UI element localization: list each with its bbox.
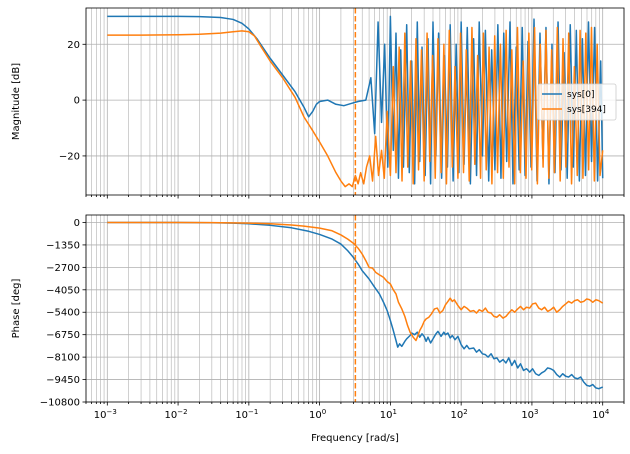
- phase-axes-frame: [85, 214, 625, 403]
- magnitude-line-sys0: [107, 15, 604, 185]
- magnitude-y-tick-label: 20: [67, 40, 80, 51]
- magnitude-series: [107, 8, 604, 195]
- phase-panel: 0 −1350 −2700 −4050 −5400 −6750 −8100 −9450 −108…: [11, 214, 625, 444]
- magnitude-y-axis-label: Magnitude [dB]: [11, 63, 22, 140]
- phase-y-tick-label: −4050: [46, 285, 80, 296]
- magnitude-y-tick-label: −20: [59, 151, 80, 162]
- phase-line-sys0: [107, 221, 603, 390]
- phase-x-ticks: 10−3 10−2 10−1 100 101 102 103 104: [85, 402, 625, 421]
- magnitude-frame: [85, 7, 625, 196]
- phase-x-tick-label: 10−2: [165, 408, 188, 421]
- phase-y-ticks: 0 −1350 −2700 −4050 −5400 −6750 −8100 −9450 −108…: [40, 218, 86, 409]
- phase-y-axis-label: Phase [deg]: [11, 279, 22, 339]
- phase-x-tick-label: 101: [380, 408, 397, 421]
- phase-frame: [85, 214, 625, 403]
- phase-y-tick-label: −1350: [46, 240, 80, 251]
- magnitude-y-ticks: −20 0 20: [59, 40, 86, 162]
- phase-x-tick-label: 10−1: [235, 408, 258, 421]
- phase-x-tick-label: 10−3: [94, 408, 117, 421]
- phase-y-tick-label: 0: [74, 218, 80, 229]
- magnitude-axes-frame: [85, 7, 625, 196]
- legend-label-sys394: sys[394]: [567, 105, 606, 115]
- phase-x-tick-label: 104: [592, 408, 610, 421]
- phase-y-tick-label: −9450: [46, 375, 80, 386]
- phase-y-tick-label: −2700: [46, 263, 80, 274]
- phase-y-tick-label: −5400: [46, 308, 80, 319]
- phase-y-tick-label: −10800: [40, 398, 80, 409]
- phase-y-tick-label: −6750: [46, 330, 80, 341]
- phase-x-tick-label: 102: [451, 408, 468, 421]
- phase-x-tick-label: 103: [521, 408, 538, 421]
- magnitude-line-sys394: [107, 26, 604, 188]
- legend-label-sys0: sys[0]: [567, 90, 594, 100]
- magnitude-y-tick-label: 0: [74, 96, 80, 107]
- legend-box: [537, 83, 617, 121]
- phase-line-sys394: [107, 221, 604, 342]
- phase-grid: [85, 215, 625, 403]
- phase-series: [107, 215, 604, 402]
- legend: sys[0] sys[394]: [537, 83, 617, 121]
- magnitude-x-ticks: [85, 195, 625, 199]
- phase-y-tick-label: −8100: [46, 353, 80, 364]
- phase-x-tick-label: 100: [309, 408, 326, 421]
- x-axis-label: Frequency [rad/s]: [311, 433, 399, 444]
- magnitude-panel: −20 0 20 Magnitude [dB] sys[0] sys[394]: [11, 7, 625, 199]
